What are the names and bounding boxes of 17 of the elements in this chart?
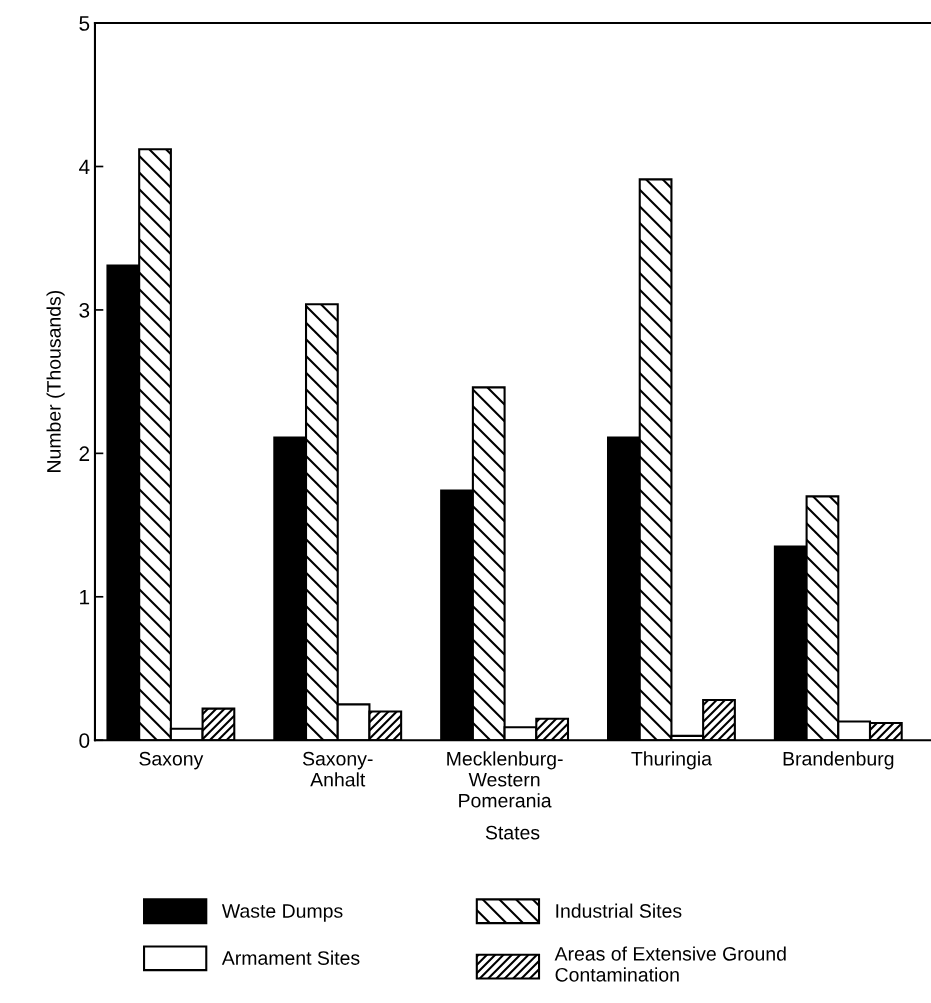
x-tick-label: Brandenburg bbox=[783, 751, 894, 770]
x-tick-label: Saxony bbox=[139, 751, 204, 770]
y-tick-label: 1 bbox=[80, 590, 90, 605]
y-tick-label: 3 bbox=[79, 302, 90, 318]
y-tick-label: 0 bbox=[79, 733, 90, 748]
x-axis-title: States bbox=[485, 825, 540, 840]
x-tick-label: Mecklenburg- Western Pomerania bbox=[447, 751, 563, 808]
y-tick-label: 4 bbox=[78, 159, 90, 175]
y-axis-title: Number (Thousands) bbox=[46, 290, 65, 472]
y-tick-label: 2 bbox=[79, 446, 90, 461]
legend-label: Armament Sites bbox=[221, 950, 360, 965]
x-tick-label: Saxony- Anhalt bbox=[302, 751, 373, 787]
legend-label: Waste Dumps bbox=[221, 904, 343, 922]
legend-label: Industrial Sites bbox=[556, 903, 682, 918]
legend-label: Areas of Extensive Ground Contamination bbox=[554, 946, 786, 982]
x-tick-label: Thuringia bbox=[631, 751, 712, 770]
y-tick-label: 5 bbox=[79, 16, 90, 31]
